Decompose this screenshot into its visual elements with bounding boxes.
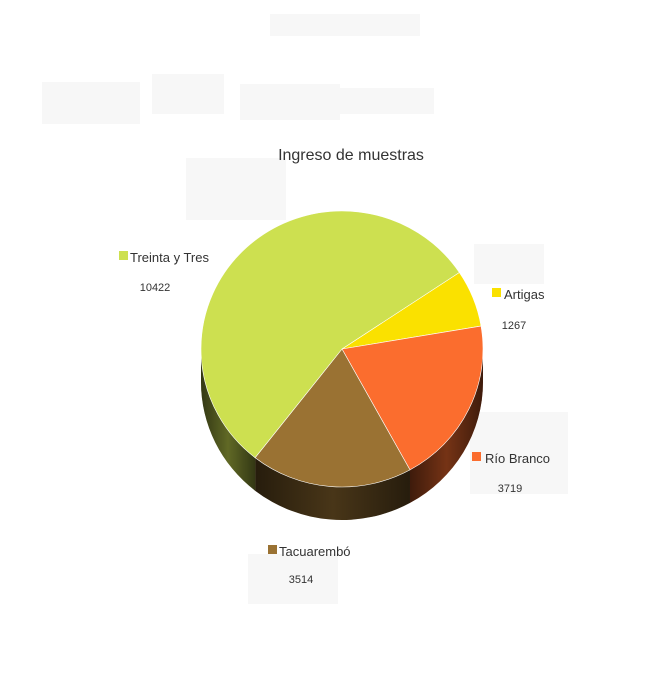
legend-label-treinta-y-tres: Treinta y Tres <box>130 250 209 265</box>
faint-block <box>240 84 340 120</box>
data-label-r-o-branco: 3719 <box>498 483 522 495</box>
pie-slice-treinta-y-tres[interactable] <box>200 210 460 459</box>
faint-block <box>248 554 338 604</box>
faint-block <box>152 74 224 114</box>
faint-block <box>42 82 140 124</box>
data-label-tacuaremb-: 3514 <box>289 574 313 586</box>
chart-title: Ingreso de muestras <box>278 147 424 164</box>
faint-block <box>474 244 544 284</box>
legend-swatch-tacuaremb- <box>268 545 277 554</box>
legend-swatch-artigas <box>492 288 501 297</box>
faint-block <box>270 14 420 36</box>
pie-slice-tacuaremb-[interactable] <box>254 348 411 488</box>
pie-slice-side-shading <box>201 349 256 491</box>
pie-slice-side-shading <box>255 457 410 520</box>
legend-swatch-r-o-branco <box>472 452 481 461</box>
legend-swatch-treinta-y-tres <box>119 251 128 260</box>
data-label-treinta-y-tres: 10422 <box>140 282 171 294</box>
pie-slice-r-o-branco[interactable] <box>341 325 484 471</box>
data-label-artigas: 1267 <box>502 320 526 332</box>
faint-block <box>470 412 568 494</box>
faint-block <box>340 88 434 114</box>
legend-label-r-o-branco: Río Branco <box>485 451 550 466</box>
faint-block <box>186 158 286 220</box>
legend-label-artigas: Artigas <box>504 287 545 302</box>
legend-label-tacuaremb-: Tacuarembó <box>279 544 351 559</box>
pie-slice-side-shading <box>409 349 483 503</box>
